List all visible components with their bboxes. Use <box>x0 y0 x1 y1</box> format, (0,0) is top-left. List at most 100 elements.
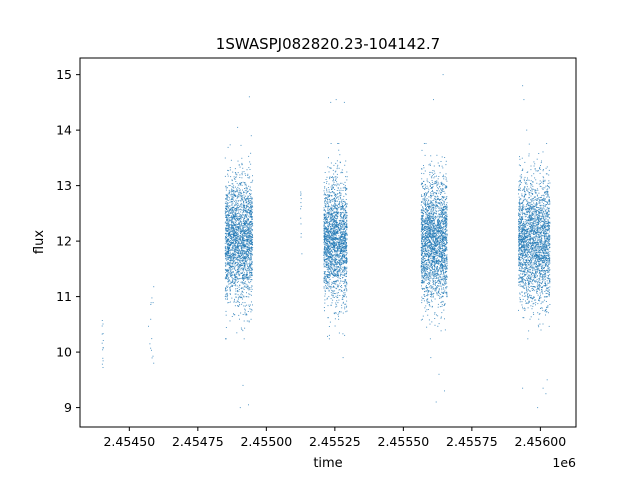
data-point <box>324 228 326 230</box>
data-point <box>330 256 332 258</box>
data-point <box>339 224 341 226</box>
data-point <box>344 242 346 244</box>
data-point <box>231 271 233 273</box>
data-point <box>246 253 248 255</box>
data-point <box>327 271 329 273</box>
data-point <box>229 241 231 243</box>
data-point <box>344 236 345 238</box>
data-point <box>225 296 227 298</box>
data-point <box>232 230 234 232</box>
data-point <box>441 219 443 221</box>
data-point <box>227 252 229 254</box>
data-point <box>343 228 345 230</box>
data-point <box>248 200 250 202</box>
data-point <box>242 244 244 246</box>
data-point <box>346 214 348 216</box>
data-point <box>329 198 331 200</box>
data-point <box>340 268 342 270</box>
data-point <box>240 269 242 271</box>
data-point <box>225 215 227 217</box>
data-point <box>326 255 328 257</box>
data-point <box>422 272 424 274</box>
data-point <box>426 228 428 230</box>
data-point <box>332 237 334 239</box>
data-point <box>343 251 345 252</box>
data-point <box>247 229 249 231</box>
data-point <box>425 229 427 231</box>
data-point <box>246 320 248 322</box>
data-point <box>251 269 253 271</box>
data-point <box>231 211 233 213</box>
data-point <box>333 228 335 229</box>
data-point <box>230 208 232 210</box>
data-point <box>325 211 326 213</box>
data-point <box>237 242 239 244</box>
data-point <box>226 236 228 238</box>
data-point <box>239 261 241 263</box>
data-point <box>331 294 333 296</box>
data-point <box>248 256 249 258</box>
data-point <box>236 258 238 260</box>
data-point <box>227 262 228 264</box>
data-point <box>244 277 246 279</box>
data-point <box>251 229 253 231</box>
data-point <box>246 287 248 289</box>
data-point <box>230 229 232 230</box>
data-point <box>237 189 239 191</box>
data-point <box>241 209 243 211</box>
data-point <box>445 222 447 224</box>
data-point <box>335 218 337 220</box>
data-point <box>433 265 435 267</box>
data-point <box>445 213 447 214</box>
data-point <box>325 282 327 284</box>
data-point <box>328 236 330 238</box>
data-point <box>245 244 246 246</box>
data-point <box>245 270 247 271</box>
data-point <box>233 176 235 178</box>
data-point <box>333 274 335 276</box>
data-point <box>341 235 343 237</box>
data-point <box>334 180 336 181</box>
data-point <box>239 235 241 237</box>
data-point <box>242 314 244 315</box>
data-point <box>250 237 252 239</box>
data-point <box>437 285 439 287</box>
data-point <box>327 284 329 286</box>
data-point <box>344 284 346 286</box>
data-point <box>229 293 231 295</box>
data-point <box>237 278 239 280</box>
data-point <box>424 201 426 203</box>
data-point <box>251 274 253 276</box>
data-point <box>327 225 329 227</box>
data-point <box>342 211 344 213</box>
data-point <box>231 179 233 181</box>
data-point <box>234 254 236 256</box>
data-point <box>243 257 244 259</box>
data-point <box>331 212 333 214</box>
data-point <box>342 187 344 189</box>
data-point <box>243 238 245 240</box>
data-point <box>323 232 325 234</box>
data-point <box>232 197 234 199</box>
data-point <box>251 275 253 277</box>
data-point <box>333 192 335 194</box>
data-point <box>232 262 234 264</box>
data-point <box>437 206 439 208</box>
data-point <box>425 278 427 280</box>
data-point <box>248 266 250 268</box>
data-point <box>324 216 326 218</box>
data-point <box>242 260 244 262</box>
data-point <box>244 277 246 279</box>
data-point <box>346 233 348 235</box>
data-point <box>332 291 334 293</box>
data-point <box>334 194 336 196</box>
data-point <box>330 266 332 268</box>
data-point <box>329 216 331 218</box>
data-point <box>238 229 240 231</box>
data-point <box>242 220 244 222</box>
data-point <box>245 191 247 193</box>
data-point <box>234 276 236 278</box>
data-point <box>245 193 247 195</box>
data-point <box>244 265 246 266</box>
data-point <box>338 149 340 151</box>
